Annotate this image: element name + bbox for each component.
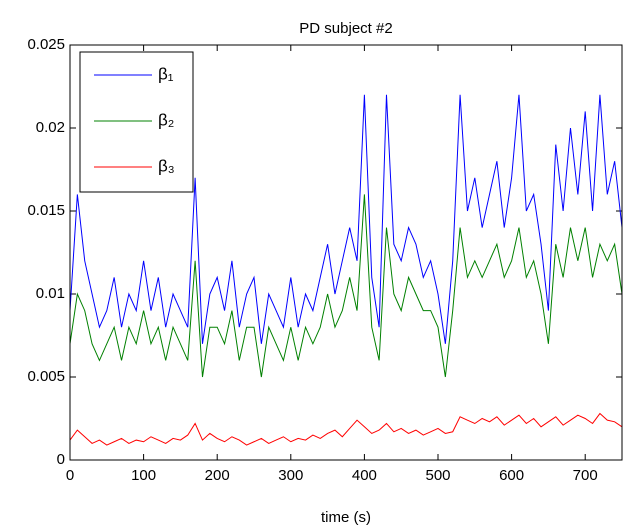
- plot-frame: [69, 44, 623, 461]
- legend-label: β₁: [158, 64, 174, 83]
- data-line: [69, 412, 623, 446]
- x-tick-label: 600: [499, 467, 524, 484]
- y-tick-label: 0.02: [36, 119, 65, 136]
- x-tick-label: 100: [131, 467, 156, 484]
- x-tick-label: 400: [352, 467, 377, 484]
- x-tick-label: 500: [425, 467, 450, 484]
- legend-label: β₂: [158, 110, 174, 129]
- x-tick-label: 0: [66, 467, 74, 484]
- y-tick-label: 0.005: [27, 368, 65, 385]
- y-tick-label: 0.01: [36, 285, 65, 302]
- x-tick-label: 700: [573, 467, 598, 484]
- data-line: [69, 194, 623, 378]
- data-line: [69, 94, 623, 344]
- y-tick-label: 0.025: [27, 36, 65, 53]
- x-axis-label: time (s): [321, 509, 371, 526]
- y-tick-label: 0: [57, 451, 65, 468]
- x-tick-label: 300: [278, 467, 303, 484]
- legend-box: [79, 51, 194, 193]
- chart-title: PD subject #2: [299, 20, 392, 37]
- x-tick-label: 200: [205, 467, 230, 484]
- legend-label: β₃: [158, 156, 175, 175]
- y-tick-label: 0.015: [27, 202, 65, 219]
